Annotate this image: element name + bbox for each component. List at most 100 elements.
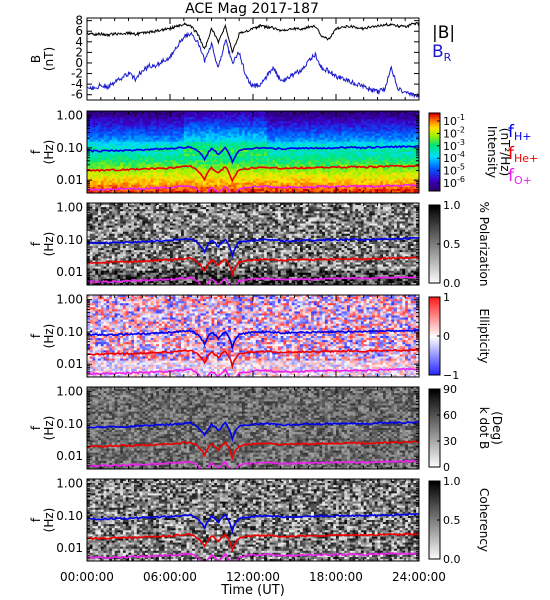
spectrogram-cell bbox=[399, 143, 403, 147]
spectrogram-cell bbox=[136, 137, 140, 141]
spectrogram-cell bbox=[194, 145, 199, 149]
spectrogram-cell bbox=[131, 119, 135, 122]
spectrogram-cell bbox=[147, 145, 152, 149]
spectrogram-cell bbox=[87, 170, 91, 173]
spectrogram-cell bbox=[156, 156, 160, 159]
spectrogram-cell bbox=[313, 178, 318, 182]
spectrogram-cell bbox=[288, 170, 293, 173]
spectrogram-cell bbox=[161, 121, 165, 124]
spectrogram-cell bbox=[142, 176, 146, 180]
spectrogram-cell bbox=[324, 121, 329, 124]
spectrogram-cell bbox=[266, 141, 270, 145]
spectrogram-cell bbox=[253, 145, 257, 149]
spectrogram-cell bbox=[219, 127, 223, 130]
spectrogram-cell bbox=[236, 143, 240, 147]
spectrogram-cell bbox=[131, 129, 135, 132]
spectrogram-cell bbox=[363, 123, 367, 126]
spectrogram-cell bbox=[266, 123, 270, 126]
spectrogram-cell bbox=[167, 164, 171, 167]
spectrogram-cell bbox=[172, 145, 176, 149]
spectrogram-cell bbox=[241, 160, 246, 163]
spectrogram-cell bbox=[228, 188, 232, 192]
spectrogram-cell bbox=[324, 117, 329, 120]
spectrogram-cell bbox=[313, 141, 318, 145]
spectrogram-cell bbox=[222, 156, 226, 159]
spectrogram-cell bbox=[158, 117, 163, 120]
spectrogram-cell bbox=[192, 170, 196, 173]
spectrogram-cell bbox=[288, 172, 293, 175]
spectrogram-cell bbox=[407, 147, 412, 151]
spectrogram-cell bbox=[327, 147, 331, 151]
spectrogram-cell bbox=[327, 123, 331, 126]
spectrogram-cell bbox=[385, 149, 389, 153]
spectrogram-cell bbox=[258, 137, 262, 141]
spectrogram-cell bbox=[308, 178, 312, 182]
spectrogram-cell bbox=[142, 170, 146, 173]
spectrogram-cell bbox=[266, 156, 270, 159]
spectrogram-cell bbox=[158, 123, 163, 126]
spectrogram-cell bbox=[288, 117, 293, 120]
spectrogram-cell bbox=[319, 129, 323, 132]
spectrogram-cell bbox=[128, 170, 132, 173]
spectrogram-cell bbox=[297, 137, 301, 141]
spectrogram-cell bbox=[150, 184, 154, 188]
spectrogram-cell bbox=[349, 127, 353, 130]
spectrogram-cell bbox=[230, 186, 235, 190]
spectrogram-cell bbox=[261, 172, 265, 175]
spectrogram-cell bbox=[186, 168, 190, 171]
spectrogram-cell bbox=[255, 137, 259, 141]
spectrogram-cell bbox=[192, 145, 196, 149]
spectrogram-cell bbox=[349, 141, 353, 145]
spectrogram-cell bbox=[131, 137, 135, 141]
spectrogram-cell bbox=[302, 152, 306, 155]
spectrogram-cell bbox=[344, 127, 348, 130]
spectrogram-cell bbox=[197, 178, 201, 182]
spectrogram-cell bbox=[374, 121, 378, 124]
spectrogram-cell bbox=[369, 131, 373, 134]
spectrogram-cell bbox=[264, 190, 268, 193]
spectrogram-cell bbox=[255, 180, 259, 184]
spectrogram-cell bbox=[200, 182, 204, 186]
spectrogram-cell bbox=[394, 133, 398, 136]
spectrogram-cell bbox=[264, 172, 268, 175]
spectrogram-cell bbox=[402, 137, 406, 141]
spectrogram-cell bbox=[333, 172, 337, 175]
spectrogram-cell bbox=[95, 164, 99, 167]
spectrogram-cell bbox=[280, 129, 284, 132]
spectrogram-cell bbox=[222, 145, 226, 149]
spectrogram-cell bbox=[294, 184, 298, 188]
spectrogram-cell bbox=[366, 149, 370, 153]
spectrogram-cell bbox=[358, 149, 362, 153]
spectrogram-cell bbox=[100, 111, 104, 114]
spectrogram-cell bbox=[145, 141, 149, 145]
spectrogram-cell bbox=[255, 174, 259, 177]
spectrogram-cell bbox=[250, 186, 254, 190]
spectrogram-cell bbox=[341, 147, 345, 151]
spectrogram-cell bbox=[341, 154, 345, 157]
spectrogram-cell bbox=[192, 123, 196, 126]
spectrogram-cell bbox=[380, 127, 384, 130]
spectrogram-cell bbox=[178, 176, 182, 180]
spectrogram-cell bbox=[161, 125, 165, 128]
spectrogram-cell bbox=[405, 174, 409, 177]
spectrogram-cell bbox=[300, 147, 304, 151]
spectrogram-cell bbox=[407, 139, 412, 143]
spectrogram-cell bbox=[117, 184, 121, 188]
spectrogram-cell bbox=[189, 162, 193, 165]
spectrogram-cell bbox=[360, 164, 365, 167]
spectrogram-cell bbox=[200, 125, 204, 128]
spectrogram-cell bbox=[239, 160, 243, 163]
spectrogram-cell bbox=[266, 186, 270, 190]
spectrogram-cell bbox=[336, 149, 340, 153]
spectrogram-cell bbox=[280, 172, 284, 175]
spectrogram-cell bbox=[233, 152, 237, 155]
br-line bbox=[87, 31, 419, 99]
spectrogram-cell bbox=[142, 152, 146, 155]
spectrogram-cell bbox=[111, 127, 116, 130]
spectrogram-cell bbox=[230, 156, 235, 159]
spectrogram-cell bbox=[291, 158, 295, 161]
spectrogram-cell bbox=[131, 188, 135, 192]
spectrogram-cell bbox=[319, 123, 323, 126]
spectrogram-cell bbox=[103, 123, 107, 126]
spectrogram-cell bbox=[410, 162, 414, 165]
